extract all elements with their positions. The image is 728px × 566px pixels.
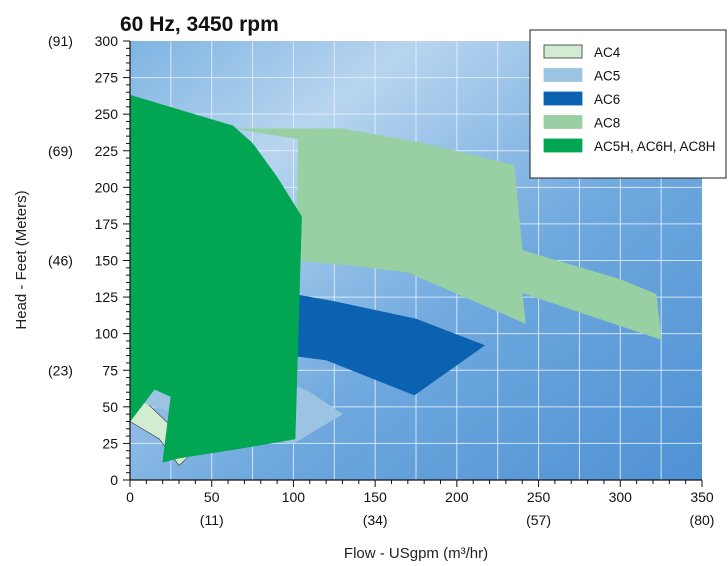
legend: AC4 AC5 AC6 AC8 AC5H, AC6H, AC8H [529,29,727,179]
legend-swatch [543,115,583,129]
y-tick-label: 25 [102,435,118,451]
x-tick-label: 200 [445,489,469,505]
x-tick-label-metric: (11) [200,512,224,528]
x-tick-label: 50 [204,489,220,505]
y-tick-label-metric: (69) [48,143,73,159]
legend-swatch [543,138,583,153]
series-area-ac5h-ac6h-ac8h [129,94,302,463]
y-tick-label: 225 [95,143,119,159]
y-tick-label: 175 [95,216,119,232]
legend-label: AC8 [594,116,620,131]
x-tick-label: 250 [527,489,551,505]
legend-label: AC5H, AC6H, AC8H [594,139,716,154]
x-tick-label-metric: (57) [526,512,551,528]
y-tick-label: 50 [102,399,118,415]
y-tick-label: 250 [95,106,119,122]
legend-swatch [543,68,583,82]
x-tick-label: 300 [609,489,633,505]
series-area-ac8 [236,128,662,340]
y-tick-label: 150 [95,253,119,269]
tick-labels: 0 50 100 150 200 250 300 350 (11) (34) (57) (80) 0 25… [48,33,714,528]
x-tick-label: 100 [282,489,306,505]
legend-swatch [543,91,583,106]
legend-label: AC4 [594,45,621,60]
y-tick-label-metric: (23) [48,362,73,378]
x-tick-label: 150 [363,489,387,505]
series-areas [129,94,662,466]
y-tick-label: 300 [95,33,119,49]
y-tick-label: 125 [95,289,119,305]
y-tick-label-metric: (46) [48,253,73,269]
y-tick-label: 275 [95,70,119,86]
x-tick-label: 350 [690,489,714,505]
y-tick-label: 200 [95,179,119,195]
chart-title: 60 Hz, 3450 rpm [120,13,279,36]
y-tick-label-metric: (91) [48,33,73,49]
legend-label: AC6 [594,92,620,107]
x-axis-title: Flow - USgpm (m³/hr) [344,545,488,562]
x-tick-label: 0 [126,489,134,505]
x-tick-label-metric: (34) [363,512,388,528]
y-tick-label: 75 [102,362,118,378]
y-tick-label: 100 [95,326,119,342]
x-tick-label-metric: (80) [690,512,715,528]
axes [123,40,703,487]
y-tick-label: 0 [110,472,118,488]
legend-swatch [543,44,583,59]
y-axis-title: Head - Feet (Meters) [13,190,30,329]
legend-label: AC5 [594,69,620,84]
